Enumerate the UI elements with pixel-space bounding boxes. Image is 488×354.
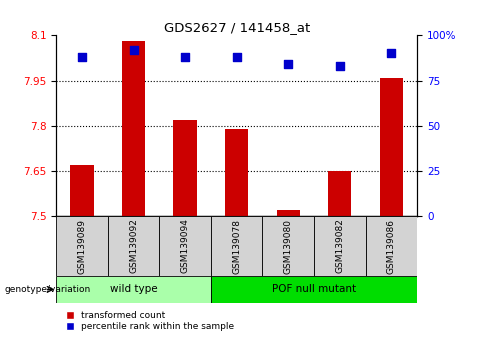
Bar [328,171,351,216]
Bar [366,216,417,276]
Bar [174,120,197,216]
Point [181,54,189,60]
Legend: transformed count, percentile rank within the sample: transformed count, percentile rank withi… [61,311,235,331]
Text: GSM139080: GSM139080 [284,218,293,274]
Bar [56,276,211,303]
Bar [211,276,417,303]
Point [233,54,241,60]
Bar [159,216,211,276]
Bar [70,165,94,216]
Bar [211,216,263,276]
Bar [314,216,366,276]
Point [387,51,395,56]
Text: POF null mutant: POF null mutant [272,284,356,295]
Bar [122,41,145,216]
Bar [56,216,108,276]
Text: genotype/variation: genotype/variation [5,285,91,294]
Bar [277,210,300,216]
Bar [263,216,314,276]
Text: GSM139086: GSM139086 [387,218,396,274]
Bar [108,216,159,276]
Point [130,47,138,53]
Text: GSM139089: GSM139089 [78,218,86,274]
Bar [225,129,248,216]
Point [285,62,292,67]
Point [336,63,344,69]
Text: wild type: wild type [110,284,157,295]
Point [78,54,86,60]
Text: GSM139082: GSM139082 [335,218,345,274]
Text: GSM139094: GSM139094 [181,218,190,274]
Bar [380,78,403,216]
Title: GDS2627 / 141458_at: GDS2627 / 141458_at [163,21,310,34]
Text: GSM139078: GSM139078 [232,218,241,274]
Text: GSM139092: GSM139092 [129,218,138,274]
